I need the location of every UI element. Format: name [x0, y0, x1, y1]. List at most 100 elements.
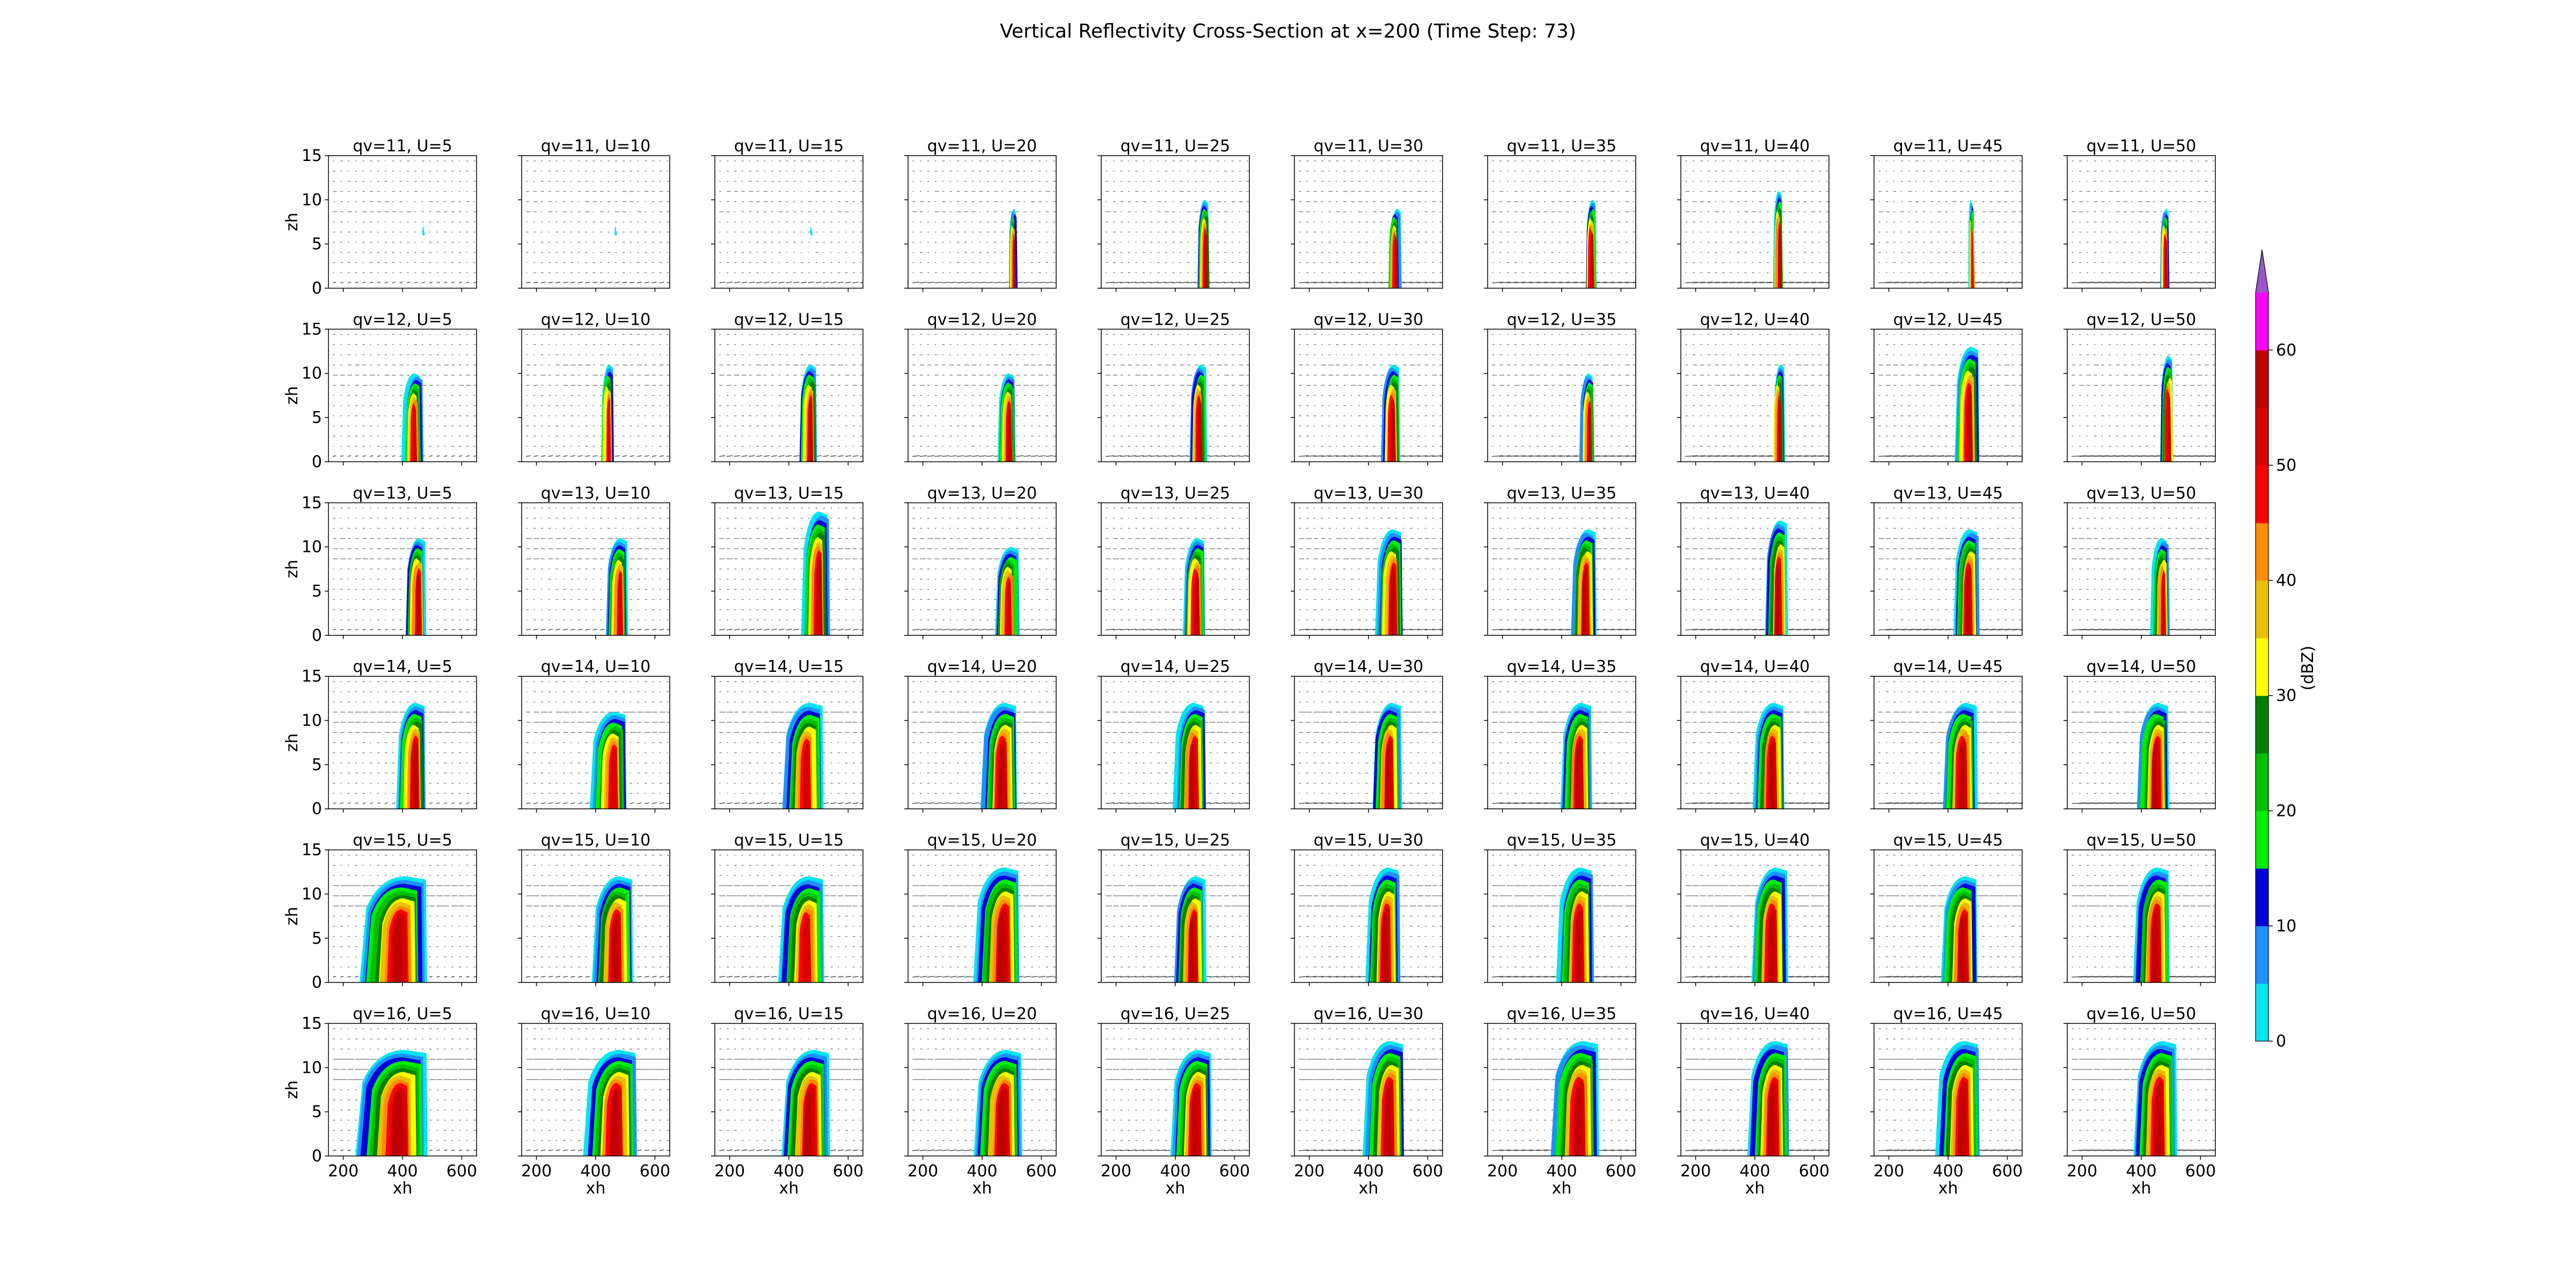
wind-vector: [600, 281, 605, 283]
wind-vector: [956, 281, 964, 283]
panel-title: qv=11, U=15: [734, 137, 844, 156]
wind-vector: [1611, 281, 1622, 283]
wind-vector: [347, 455, 352, 457]
wind-vector: [763, 455, 770, 457]
wind-vector: [370, 281, 374, 283]
wind-vector: [451, 455, 455, 457]
wind-vector: [1365, 455, 1375, 457]
wind-vector: [852, 455, 859, 457]
wind-vector: [637, 281, 642, 283]
wind-vector: [756, 455, 763, 457]
wind-vector: [585, 281, 590, 283]
reflectivity-contour: [1779, 228, 1782, 288]
wind-vector: [1603, 455, 1615, 457]
wind-vector: [555, 455, 561, 457]
panel-11-40: qv=11, U=40: [1677, 137, 1829, 292]
wind-vector: [333, 455, 336, 457]
wind-vector: [927, 455, 935, 457]
wind-vector: [1796, 281, 1809, 283]
wind-vector: [466, 281, 470, 283]
panel-frame: [1101, 328, 1250, 463]
wind-vector: [355, 281, 358, 283]
wind-vector: [1239, 281, 1248, 283]
wind-vector: [1625, 281, 1636, 283]
wind-vector: [1053, 456, 1056, 457]
wind-vector: [607, 281, 612, 283]
wind-vector: [726, 281, 733, 283]
wind-vector: [1187, 281, 1196, 283]
wind-vector: [563, 281, 568, 283]
panel-12-10: qv=12, U=10: [518, 310, 670, 466]
panel-12-40: qv=12, U=40: [1677, 310, 1829, 466]
wind-vector: [1908, 281, 1922, 283]
wind-vector: [2011, 282, 2022, 283]
wind-vector: [667, 282, 670, 283]
wind-vector: [630, 281, 635, 283]
panel-frame: [908, 328, 1057, 463]
wind-vector: [1566, 281, 1578, 283]
panel-frame: [1294, 155, 1443, 289]
wind-vector: [533, 281, 538, 283]
reflectivity-contour: [1592, 233, 1594, 288]
wind-vector: [1172, 455, 1181, 457]
wind-vector: [845, 455, 851, 457]
wind-vector: [1180, 281, 1189, 283]
reflectivity-contour: [614, 226, 617, 236]
wind-vector: [1143, 281, 1152, 283]
y-tick-label: 10: [302, 191, 322, 209]
wind-vector: [986, 455, 994, 457]
panel-title: qv=12, U=20: [927, 310, 1037, 329]
wind-vector: [1982, 281, 1996, 283]
wind-vector: [526, 281, 531, 283]
panel-frame: [1874, 155, 2023, 289]
wind-vector: [800, 281, 807, 283]
panel-frame: [1294, 328, 1443, 463]
wind-vector: [644, 455, 649, 457]
panel-title: qv=12, U=30: [1314, 310, 1423, 329]
wind-vector: [1417, 281, 1428, 283]
reflectivity-contour: [1008, 407, 1013, 462]
wind-vector: [592, 281, 598, 283]
wind-vector: [384, 281, 389, 283]
wind-vector: [1566, 455, 1578, 457]
wind-vector: [971, 281, 979, 283]
wind-vector: [1231, 455, 1240, 457]
wind-vector: [1135, 281, 1144, 283]
wind-vector: [637, 455, 642, 457]
wind-vector: [778, 281, 785, 283]
panel-11-5: qv=11, U=5 0 5 10 15 zh: [283, 137, 477, 298]
y-axis-label: zh: [283, 213, 302, 231]
panel-title: qv=11, U=20: [927, 137, 1037, 156]
wind-vector: [1715, 455, 1728, 457]
wind-vector: [1937, 281, 1952, 283]
wind-vector: [749, 281, 755, 283]
wind-vector: [852, 281, 859, 283]
wind-vector: [466, 455, 470, 457]
wind-vector: [570, 281, 575, 283]
wind-vector: [734, 455, 740, 457]
wind-vector: [1231, 281, 1240, 283]
wind-vector: [451, 281, 455, 283]
wind-vector: [786, 281, 792, 283]
wind-vector: [934, 455, 942, 457]
reflectivity-contour: [2165, 239, 2168, 288]
wind-vector: [1521, 455, 1533, 457]
wind-vector: [1180, 455, 1189, 457]
panel-title: qv=12, U=10: [541, 310, 650, 329]
wind-vector: [823, 455, 829, 457]
reflectivity-contour: [810, 226, 813, 236]
wind-vector: [979, 281, 986, 283]
panel-frame: [1680, 155, 1829, 289]
wind-vector: [1313, 455, 1324, 457]
wind-vector: [1506, 281, 1518, 283]
wind-vector: [1321, 455, 1331, 457]
wind-vector: [830, 281, 837, 283]
wind-vector: [1625, 455, 1636, 457]
wind-vector: [630, 455, 635, 457]
wind-vector: [1113, 455, 1122, 457]
wind-vector: [1350, 281, 1361, 283]
panel-12-15: qv=12, U=15: [711, 310, 863, 466]
wind-vector: [771, 455, 777, 457]
wind-vector: [778, 455, 785, 457]
wind-vector: [1596, 455, 1607, 457]
